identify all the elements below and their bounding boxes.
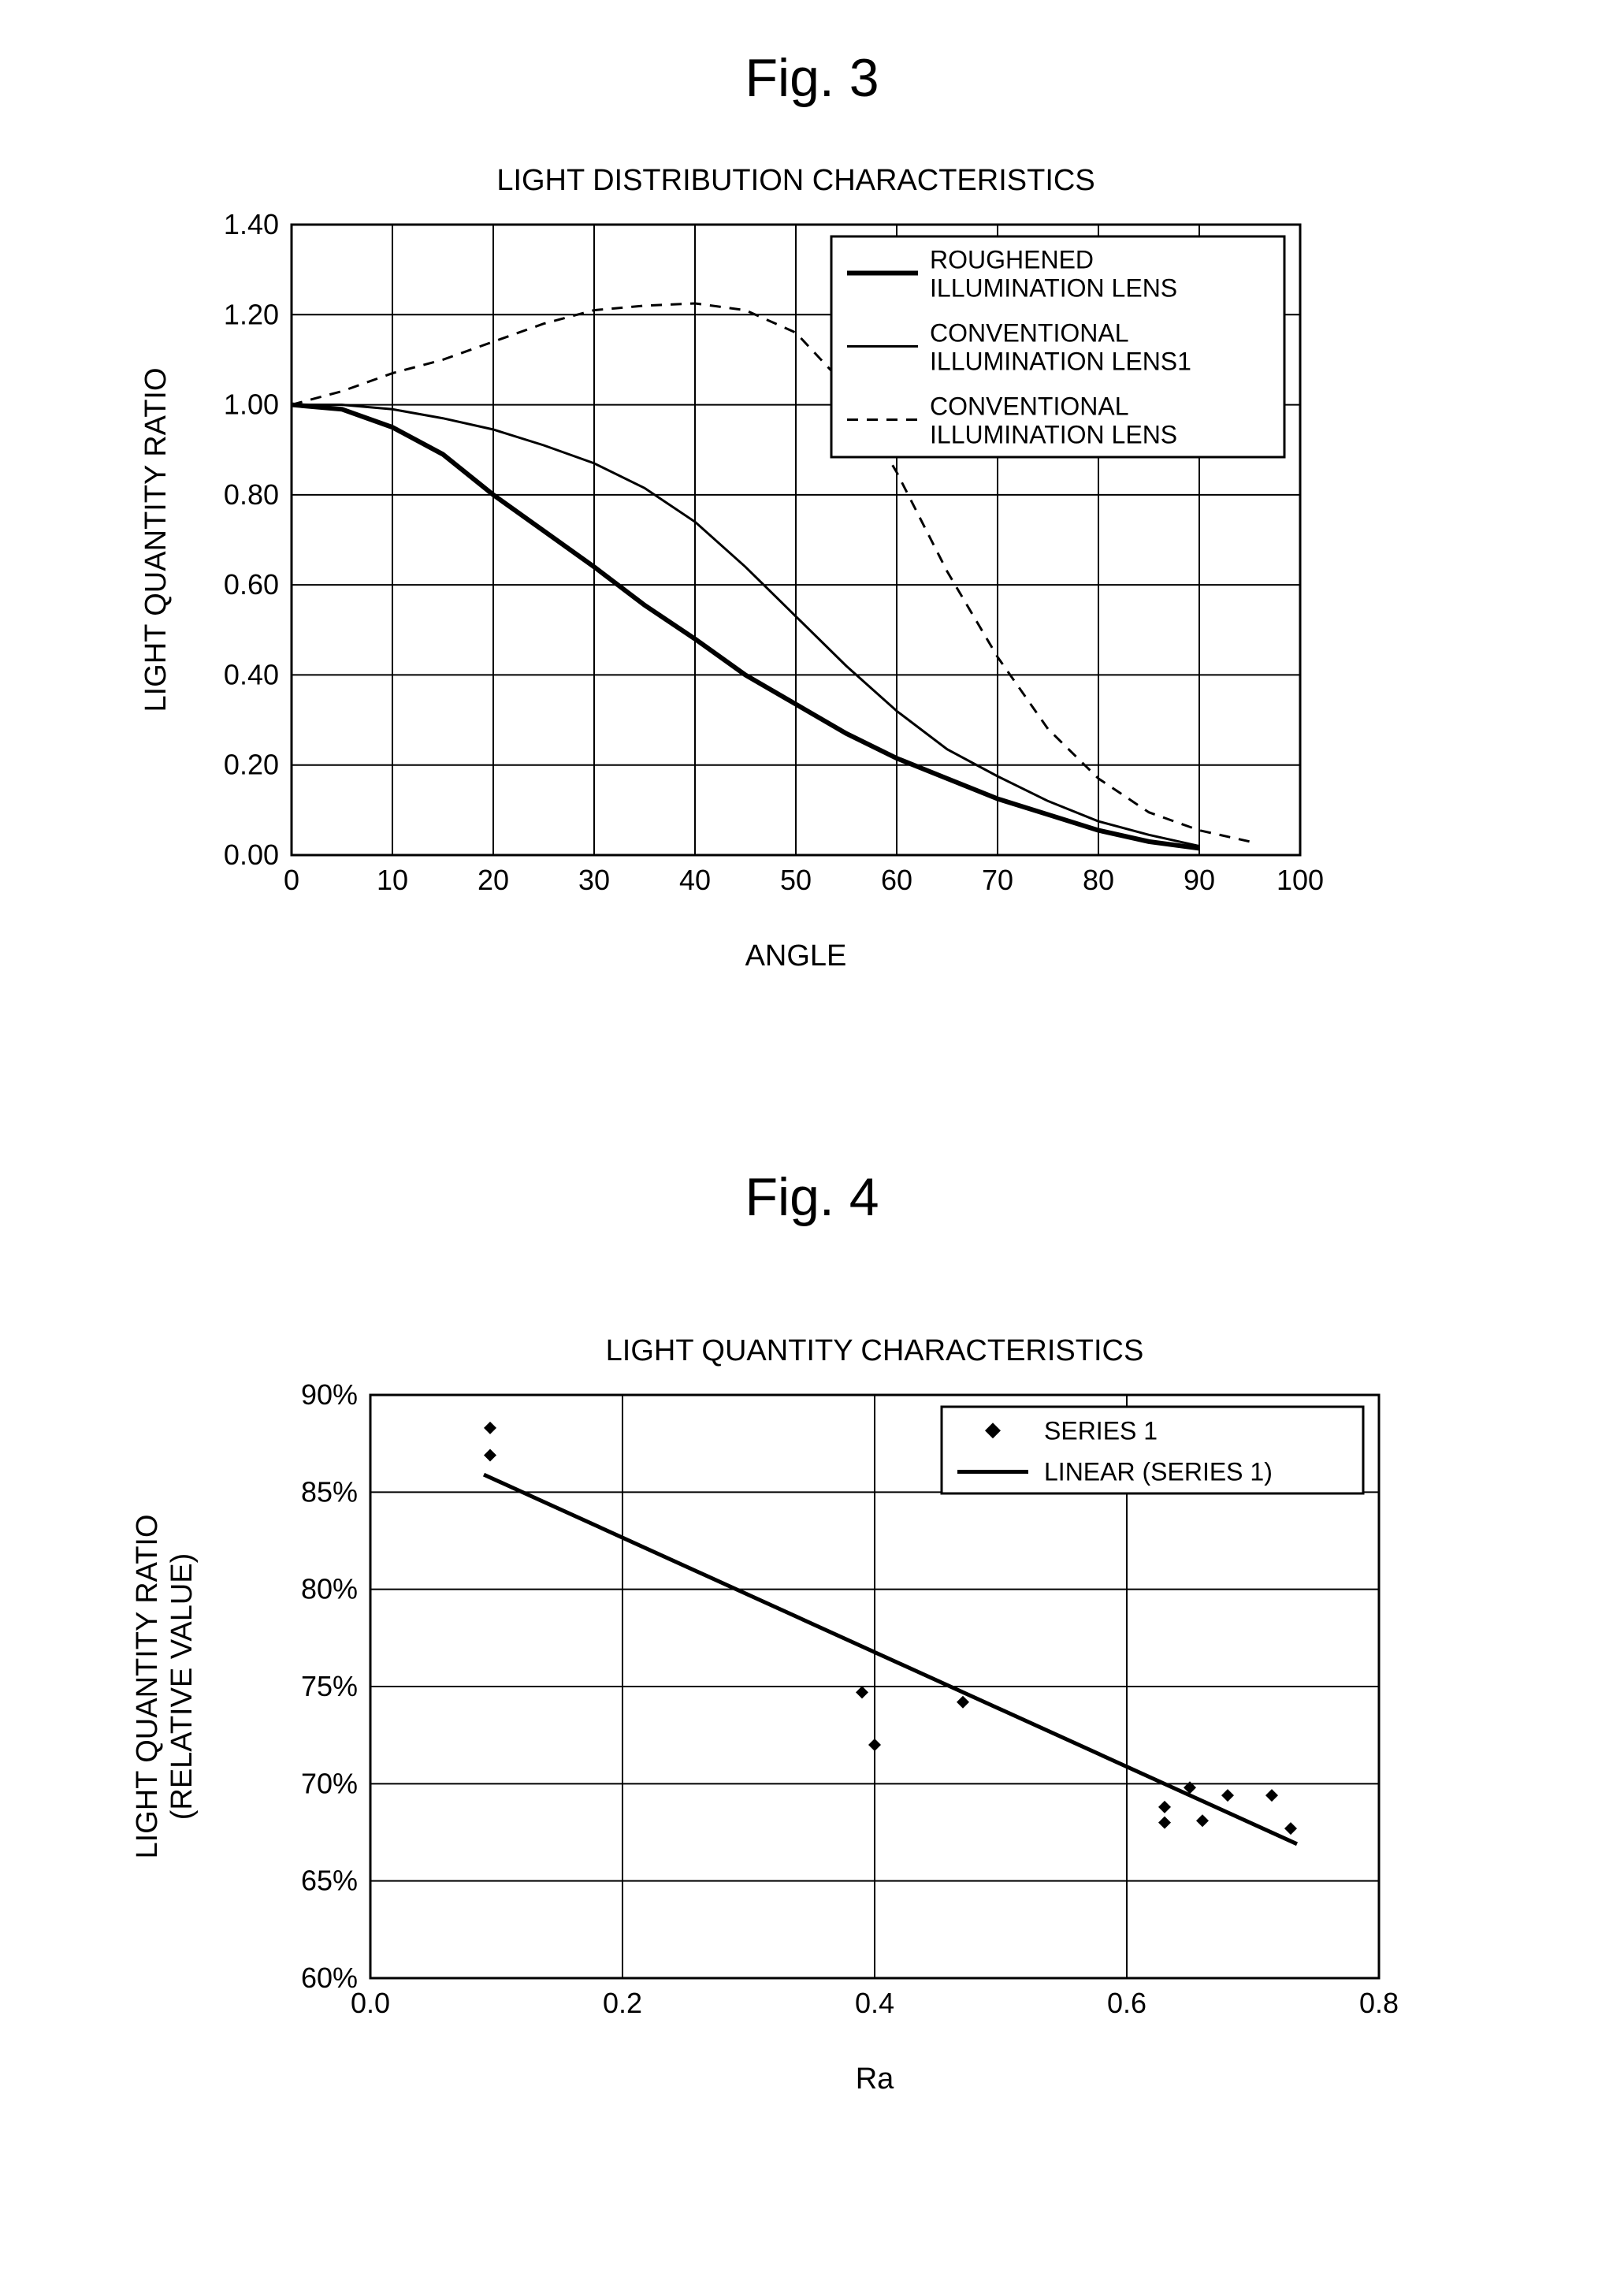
fig3-legend-text: ROUGHENED <box>930 246 1094 274</box>
fig4-title: LIGHT QUANTITY CHARACTERISTICS <box>606 1334 1144 1367</box>
fig3-container: LIGHT DISTRIBUTION CHARACTERISTICS 0 10 20 3… <box>126 162 1497 1021</box>
fig4-xtick: 0.2 <box>603 1987 642 2019</box>
fig4-xtick: 0.8 <box>1359 1987 1399 2019</box>
fig3-xtick: 50 <box>780 864 812 896</box>
fig3-xtick: 0 <box>284 864 299 896</box>
fig3-legend-text: CONVENTIONAL <box>930 319 1128 348</box>
fig3-ytick: 0.40 <box>224 658 279 690</box>
fig3-xtick: 100 <box>1277 864 1324 896</box>
fig3-legend-text: ILLUMINATION LENS1 <box>930 348 1191 376</box>
fig4-legend-text: SERIES 1 <box>1044 1416 1158 1445</box>
fig3-title: LIGHT DISTRIBUTION CHARACTERISTICS <box>496 164 1094 197</box>
fig3-xtick: 10 <box>377 864 408 896</box>
fig4-xtick: 0.4 <box>855 1987 894 2019</box>
fig4-ytick: 80% <box>301 1573 358 1605</box>
fig3-legend-text: ILLUMINATION LENS <box>930 421 1177 449</box>
fig3-xtick: 30 <box>578 864 610 896</box>
fig4-ytick: 75% <box>301 1670 358 1702</box>
fig3-legend-text: CONVENTIONAL <box>930 392 1128 421</box>
fig4-ytick: 70% <box>301 1767 358 1799</box>
fig4-ytick: 60% <box>301 1962 358 1994</box>
fig3-xtick: 60 <box>881 864 912 896</box>
fig3-ytick: 0.80 <box>224 478 279 511</box>
fig4-ytick: 90% <box>301 1378 358 1411</box>
fig3-xtick: 70 <box>982 864 1013 896</box>
fig3-ytick: 0.60 <box>224 568 279 601</box>
fig3-ytick: 0.00 <box>224 839 279 871</box>
fig3-xtick: 40 <box>679 864 711 896</box>
page: Fig. 3 LIGHT DISTRIBUTION CHARACTERISTIC… <box>0 0 1624 2291</box>
fig4-chart: LIGHT QUANTITY CHARACTERISTICS0.00.20.40… <box>126 1332 1497 2183</box>
fig4-ytick: 85% <box>301 1475 358 1508</box>
fig3-xlabel: ANGLE <box>745 939 847 973</box>
fig4-legend-text: LINEAR (SERIES 1) <box>1044 1458 1273 1486</box>
fig3-label: Fig. 3 <box>0 47 1624 109</box>
fig4-xlabel: Ra <box>856 2062 894 2096</box>
fig4-ylabel: LIGHT QUANTITY RATIO(RELATIVE VALUE) <box>131 1514 199 1858</box>
fig3-xtick: 90 <box>1184 864 1215 896</box>
fig4-xtick: 0.6 <box>1107 1987 1146 2019</box>
fig4-ytick: 65% <box>301 1865 358 1897</box>
fig4-label: Fig. 4 <box>0 1166 1624 1228</box>
fig3-ytick: 1.20 <box>224 298 279 330</box>
fig3-chart: LIGHT DISTRIBUTION CHARACTERISTICS 0 10 20 3… <box>126 162 1497 1021</box>
fig3-ytick: 1.40 <box>224 208 279 240</box>
fig3-ytick: 0.20 <box>224 749 279 781</box>
fig3-legend-text: ILLUMINATION LENS <box>930 274 1177 303</box>
fig3-xtick: 20 <box>478 864 509 896</box>
fig3-ytick: 1.00 <box>224 389 279 421</box>
fig3-ylabel: LIGHT QUANTITY RATIO <box>139 367 173 712</box>
fig4-container: LIGHT QUANTITY CHARACTERISTICS0.00.20.40… <box>126 1332 1497 2183</box>
fig3-xtick: 80 <box>1083 864 1114 896</box>
